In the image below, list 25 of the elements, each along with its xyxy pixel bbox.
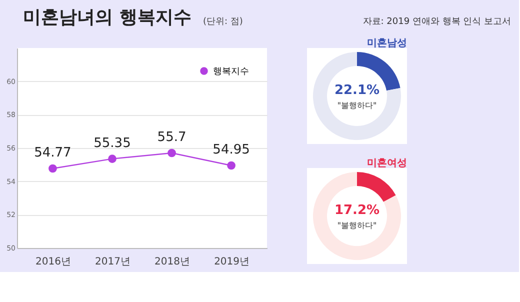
data-label: 22.1% — [334, 83, 380, 98]
chart-title: 미혼여성 — [367, 158, 407, 169]
data-label: 17.2% — [334, 203, 380, 218]
donut-slice — [357, 172, 396, 202]
data-label: 54.77 — [34, 146, 72, 160]
point — [168, 148, 176, 158]
chart-subtitle: (단위: 점) — [203, 17, 243, 27]
donut-slice — [313, 52, 401, 140]
point — [48, 164, 57, 173]
donut-slice — [313, 172, 401, 260]
text: 자료: 2019 연애와 행복 인식 보고서 — [362, 17, 511, 27]
point — [108, 154, 116, 164]
data-label: 54.95 — [212, 142, 250, 158]
data-label: 55.7 — [157, 130, 186, 145]
x-tick-label: 2019년 — [214, 256, 250, 268]
point — [227, 161, 236, 170]
x-tick-label: 2018년 — [154, 256, 190, 268]
legend-label: 행복지수 — [213, 67, 249, 77]
chart-title: 미혼남성 — [367, 38, 407, 49]
x-tick-label: 2016년 — [35, 256, 71, 268]
slice-label: "불행하다" — [337, 221, 377, 230]
chart-title: 미혼남녀의 행복지수 — [23, 7, 192, 28]
x-tick-label: 2017년 — [95, 256, 130, 268]
data-label: 55.35 — [94, 136, 131, 151]
slice-label: "불행하다" — [337, 101, 377, 110]
